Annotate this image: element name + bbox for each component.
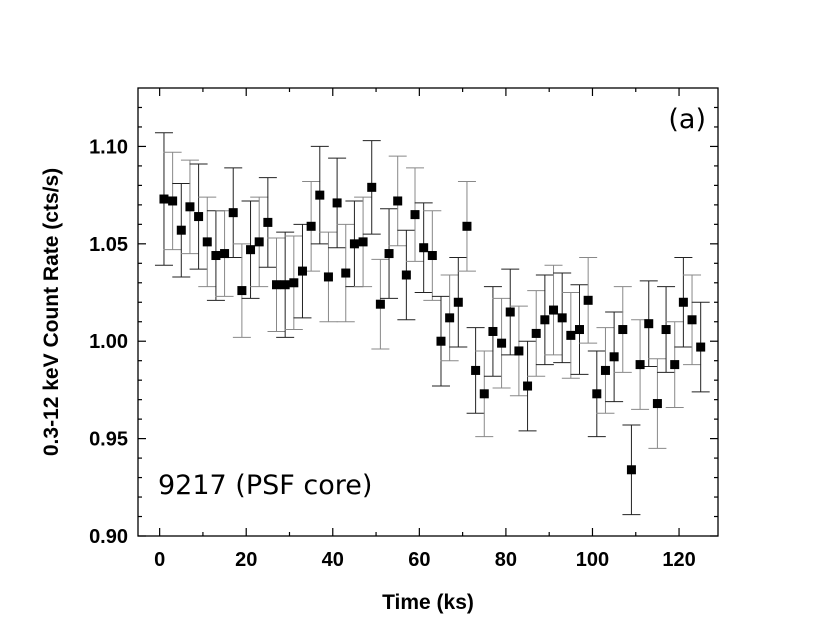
plot-area-frame (137, 87, 719, 537)
data-point (410, 210, 420, 220)
data-point (228, 208, 238, 218)
data-point (384, 249, 394, 259)
data-point (202, 237, 212, 247)
data-point (375, 299, 385, 309)
data-point (237, 286, 247, 296)
y-axis-title: 0.3-12 keV Count Rate (cts/s) (40, 168, 63, 456)
data-point (592, 389, 602, 399)
data-point (523, 381, 533, 391)
data-points-group (159, 182, 706, 475)
x-tick-label: 40 (322, 549, 344, 571)
data-point (471, 365, 481, 375)
data-point (280, 280, 290, 290)
data-point (531, 328, 541, 338)
data-point (609, 352, 619, 362)
data-point (661, 325, 671, 335)
data-point (211, 251, 221, 261)
data-point (220, 249, 230, 259)
data-point (419, 243, 429, 253)
data-point (315, 190, 325, 200)
data-point (462, 221, 472, 231)
data-point (349, 239, 359, 249)
data-point (678, 297, 688, 307)
data-point (159, 194, 169, 204)
data-point (358, 237, 368, 247)
x-tick-label: 120 (662, 549, 695, 571)
x-tick-label: 100 (576, 549, 609, 571)
data-point (427, 251, 437, 261)
error-bars-group (154, 132, 710, 516)
y-tick-label: 1.00 (89, 331, 128, 353)
data-point (600, 365, 610, 375)
x-tick-label: 0 (154, 549, 165, 571)
data-point (574, 325, 584, 335)
panel-label: (a) (668, 104, 706, 135)
data-point (289, 278, 299, 288)
data-point (644, 319, 654, 329)
data-point (497, 338, 507, 348)
x-tick-label: 20 (235, 549, 257, 571)
data-point (453, 297, 463, 307)
data-point (505, 307, 515, 317)
data-point (323, 272, 333, 282)
data-point (332, 198, 342, 208)
data-point (194, 212, 204, 222)
data-point (479, 389, 489, 399)
axis-ticks-group (138, 88, 718, 537)
data-point (306, 221, 316, 231)
data-point (401, 270, 411, 280)
data-point (696, 342, 706, 352)
y-tick-label: 0.90 (89, 526, 128, 548)
tick-labels-group: 0 20 40 60 80 100 120 0.90 0.95 1.00 1.05 1.10 (89, 136, 696, 571)
y-tick-label: 1.05 (89, 234, 128, 256)
data-point (687, 315, 697, 325)
data-point (246, 245, 256, 255)
data-point (297, 266, 307, 276)
data-point (583, 295, 593, 305)
series-annotation: 9217 (PSF core) (158, 470, 372, 501)
data-point (488, 326, 498, 336)
data-point (436, 336, 446, 346)
data-point (254, 237, 264, 247)
data-point (670, 360, 680, 370)
data-point (341, 268, 351, 278)
data-point (176, 225, 186, 235)
data-point (557, 313, 567, 323)
y-tick-label: 0.95 (89, 429, 128, 451)
data-point (540, 315, 550, 325)
data-point (652, 399, 662, 409)
data-point (566, 330, 576, 340)
data-point (185, 202, 195, 212)
data-point (272, 280, 282, 290)
data-point (168, 196, 178, 206)
y-tick-label: 1.10 (89, 136, 128, 158)
data-point (635, 360, 645, 370)
x-tick-label: 80 (495, 549, 517, 571)
data-point (263, 217, 273, 227)
x-axis-title: Time (ks) (382, 591, 474, 614)
data-point (367, 182, 377, 192)
data-point (393, 196, 403, 206)
data-point (514, 346, 524, 356)
x-tick-label: 60 (408, 549, 430, 571)
data-point (445, 313, 455, 323)
data-point (549, 305, 559, 315)
data-point (626, 465, 636, 475)
data-point (618, 325, 628, 335)
